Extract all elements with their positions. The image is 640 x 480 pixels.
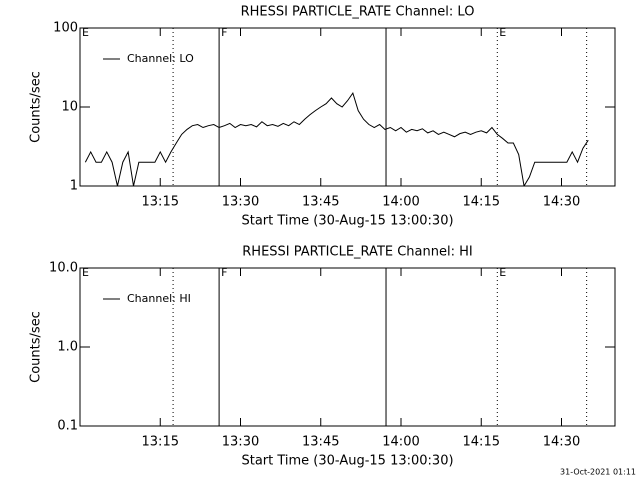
x-tick-label: 14:00	[382, 195, 419, 210]
x-axis-label: Start Time (30-Aug-15 13:00:30)	[241, 214, 453, 229]
x-tick-label: 13:30	[222, 195, 259, 210]
marker-label: F	[221, 266, 227, 279]
x-tick-label: 14:00	[382, 435, 419, 450]
legend-label: Channel: LO	[127, 52, 194, 65]
x-axis-label: Start Time (30-Aug-15 13:00:30)	[241, 454, 453, 469]
y-tick-label: 10	[61, 100, 78, 115]
x-tick-label: 14:15	[463, 195, 500, 210]
chart-title: RHESSI PARTICLE_RATE Channel: HI	[242, 245, 472, 260]
x-tick-label: 13:30	[222, 435, 259, 450]
plot-frame	[79, 267, 616, 427]
plot-frame	[79, 27, 616, 187]
x-tick-label: 13:15	[142, 195, 179, 210]
marker-label: E	[499, 266, 506, 279]
x-tick-label: 13:15	[142, 435, 179, 450]
marker-label: E	[499, 26, 506, 39]
marker-label: E	[82, 26, 89, 39]
y-tick-label: 10.0	[49, 261, 78, 276]
x-tick-label: 14:30	[543, 435, 580, 450]
marker-label: E	[82, 266, 89, 279]
legend-label: Channel: HI	[127, 292, 191, 305]
y-tick-label: 100	[53, 21, 78, 36]
y-axis-label: Counts/sec	[29, 311, 44, 383]
x-tick-label: 13:45	[302, 435, 339, 450]
y-tick-label: 0.1	[57, 419, 78, 434]
y-tick-label: 1.0	[57, 340, 78, 355]
y-tick-label: 1	[70, 179, 78, 194]
x-tick-label: 13:45	[302, 195, 339, 210]
chart-title: RHESSI PARTICLE_RATE Channel: LO	[241, 5, 475, 20]
data-line	[84, 91, 589, 186]
y-axis-label: Counts/sec	[29, 71, 44, 143]
x-tick-label: 14:30	[543, 195, 580, 210]
x-tick-label: 14:15	[463, 435, 500, 450]
footer: 31-Oct-2021 01:11	[560, 468, 636, 477]
marker-label: F	[221, 26, 227, 39]
